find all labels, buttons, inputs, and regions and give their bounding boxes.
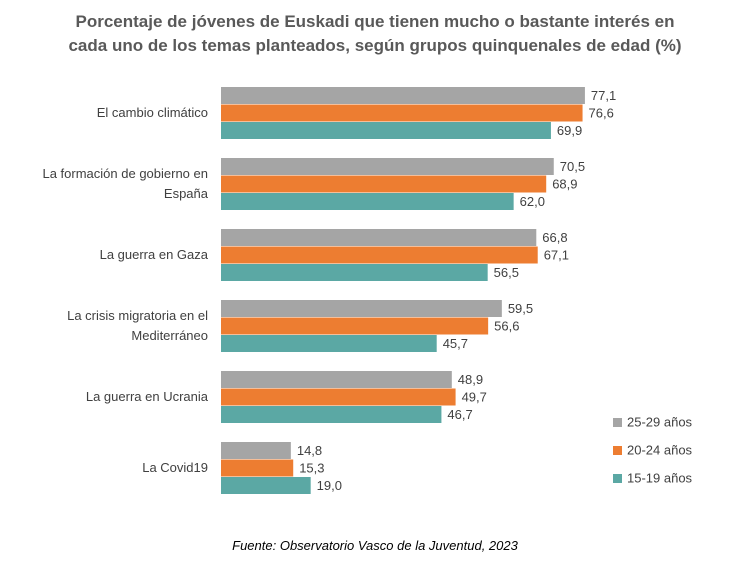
bar	[221, 442, 291, 459]
value-label: 14,8	[297, 443, 322, 458]
value-label: 56,5	[494, 265, 519, 280]
value-label: 15,3	[299, 461, 324, 476]
legend-swatch	[613, 418, 622, 427]
bar	[221, 246, 538, 264]
value-label: 77,1	[591, 88, 616, 103]
value-label: 49,7	[462, 390, 487, 405]
bar	[221, 158, 554, 175]
value-label: 76,6	[589, 106, 614, 121]
value-label: 45,7	[443, 336, 468, 351]
category-label: La Covid19	[142, 460, 208, 476]
value-label: 67,1	[544, 248, 569, 263]
bar	[221, 371, 452, 388]
value-label: 70,5	[560, 159, 585, 174]
category-label: La guerra en Gaza	[99, 247, 208, 263]
category-label: La guerra en Ucrania	[85, 389, 208, 405]
value-label: 62,0	[520, 194, 545, 209]
source: Fuente: Observatorio Vasco de la Juventu…	[232, 538, 518, 553]
legend-swatch	[613, 446, 622, 455]
category-label: La crisis migratoria en el Mediterráneo	[67, 308, 208, 344]
category-label: El cambio climático	[96, 105, 208, 121]
bar	[221, 104, 583, 122]
bar	[221, 300, 502, 317]
legend-label: 20-24 años	[627, 442, 693, 457]
value-label: 66,8	[542, 230, 567, 245]
chart-title: Porcentaje de jóvenes de Euskadi que tie…	[68, 12, 682, 55]
bar	[221, 264, 488, 281]
bar	[221, 229, 537, 246]
bar	[221, 87, 585, 104]
bar	[221, 122, 551, 139]
legend-swatch	[613, 474, 622, 483]
value-label: 59,5	[508, 301, 533, 316]
bar	[221, 459, 294, 477]
bar	[221, 317, 489, 335]
value-label: 68,9	[552, 177, 577, 192]
value-label: 56,6	[494, 319, 519, 334]
legend-label: 25-29 años	[627, 414, 693, 429]
value-label: 48,9	[458, 372, 483, 387]
bar	[221, 477, 311, 494]
legend-label: 15-19 años	[627, 470, 693, 485]
bar	[221, 175, 547, 193]
bar	[221, 406, 442, 423]
bar	[221, 335, 437, 352]
value-label: 69,9	[557, 123, 582, 138]
bar	[221, 193, 514, 210]
value-label: 19,0	[317, 478, 342, 493]
value-label: 46,7	[447, 407, 472, 422]
category-label: La formación de gobierno en España	[42, 166, 208, 202]
bar	[221, 388, 456, 406]
